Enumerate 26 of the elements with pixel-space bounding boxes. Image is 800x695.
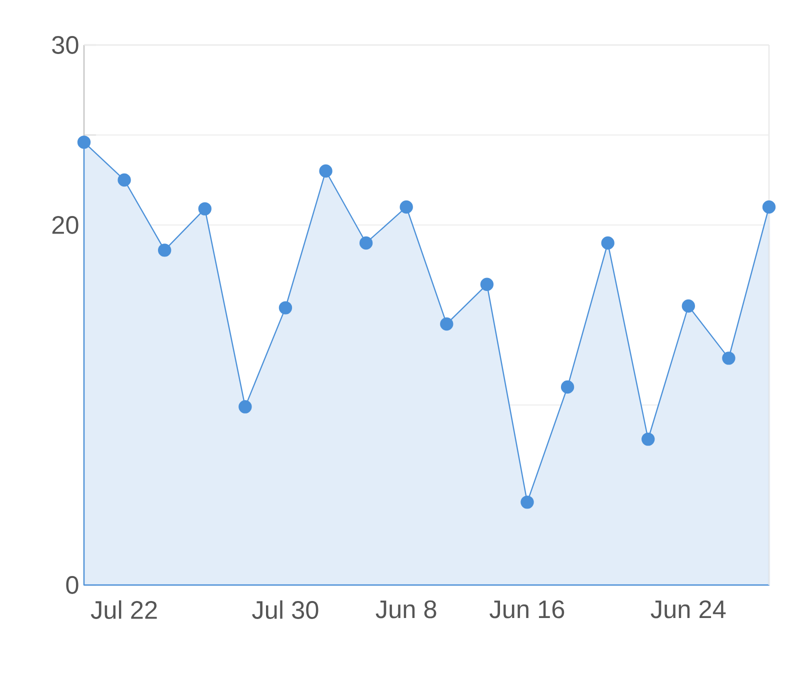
point xyxy=(762,200,776,214)
point xyxy=(198,202,212,216)
x-tick-label: Jul 22 xyxy=(90,600,157,619)
x-tick-label: Jun 8 xyxy=(376,600,436,618)
y-tick-label: 0 xyxy=(66,576,78,594)
point xyxy=(480,278,494,291)
x-tick-label: Jul 30 xyxy=(252,600,318,619)
x-tick-label: Jun 24 xyxy=(650,600,726,618)
point xyxy=(722,352,736,365)
point xyxy=(238,400,252,414)
point xyxy=(118,173,131,187)
point xyxy=(560,380,574,394)
y-tick-label: 20 xyxy=(52,216,78,234)
point xyxy=(601,236,614,250)
x-tick-label: Jun 16 xyxy=(490,600,564,618)
point xyxy=(642,432,655,446)
y-tick-label: 30 xyxy=(52,36,78,54)
point xyxy=(440,317,454,331)
point xyxy=(520,496,534,509)
point xyxy=(77,136,91,149)
point xyxy=(359,236,373,250)
point xyxy=(400,200,413,214)
point xyxy=(278,301,292,314)
point xyxy=(682,299,696,313)
point xyxy=(158,244,172,257)
point xyxy=(319,164,332,178)
